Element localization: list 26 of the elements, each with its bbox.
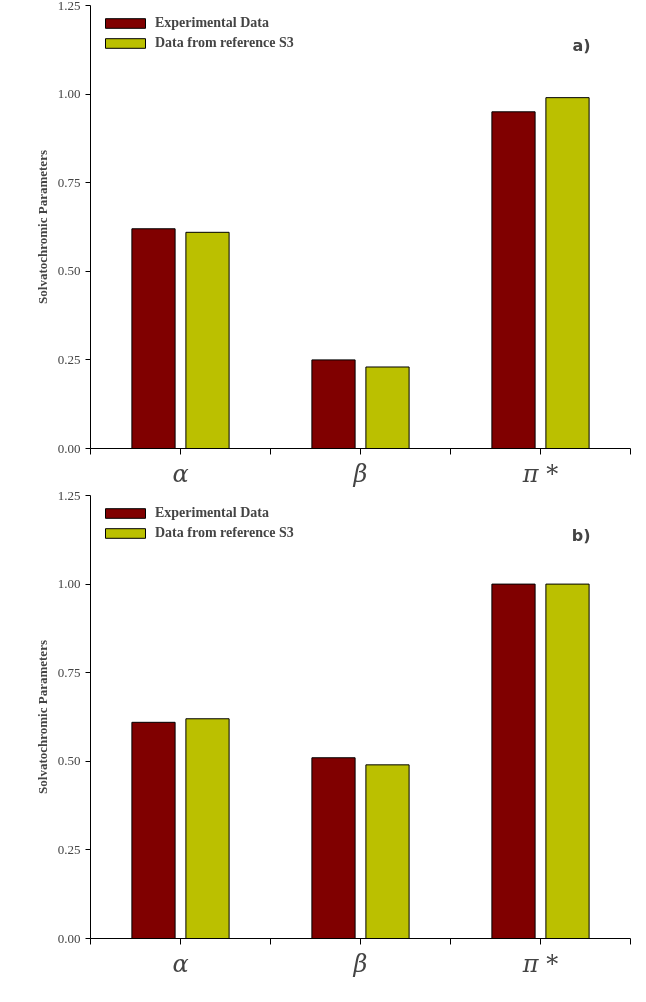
y-tick-label: 0.25	[57, 841, 81, 857]
legend-label: Data from reference S3	[155, 35, 294, 51]
x-tick-label: α	[172, 459, 189, 488]
legend-label: Experimental Data	[155, 15, 269, 31]
annotation: b)	[571, 525, 591, 545]
y-tick-label: 0.50	[57, 263, 81, 279]
x-tick-label: π *	[521, 949, 559, 978]
y-tick-label: 1.25	[57, 0, 81, 13]
y-axis-title: Solvatochromic Parameters	[34, 640, 50, 794]
y-tick-label: 0.25	[57, 351, 81, 367]
x-tick-label: π *	[521, 459, 559, 488]
x-tick-label: β	[352, 459, 368, 488]
y-tick-label: 1.25	[57, 487, 81, 503]
x-tick-label: β	[352, 949, 368, 978]
y-tick-label: 0.00	[57, 440, 81, 456]
y-tick-label: 0.75	[57, 174, 81, 190]
y-tick-label: 0.00	[57, 930, 81, 946]
y-tick-label: 1.00	[57, 576, 81, 592]
legend-label: Data from reference S3	[155, 525, 294, 541]
y-tick-label: 1.00	[57, 86, 81, 102]
y-axis-title: Solvatochromic Parameters	[34, 150, 50, 304]
annotation: a)	[572, 35, 591, 55]
y-tick-label: 0.75	[57, 664, 81, 680]
y-tick-label: 0.50	[57, 753, 81, 769]
x-tick-label: α	[172, 949, 189, 978]
legend-label: Experimental Data	[155, 505, 269, 521]
